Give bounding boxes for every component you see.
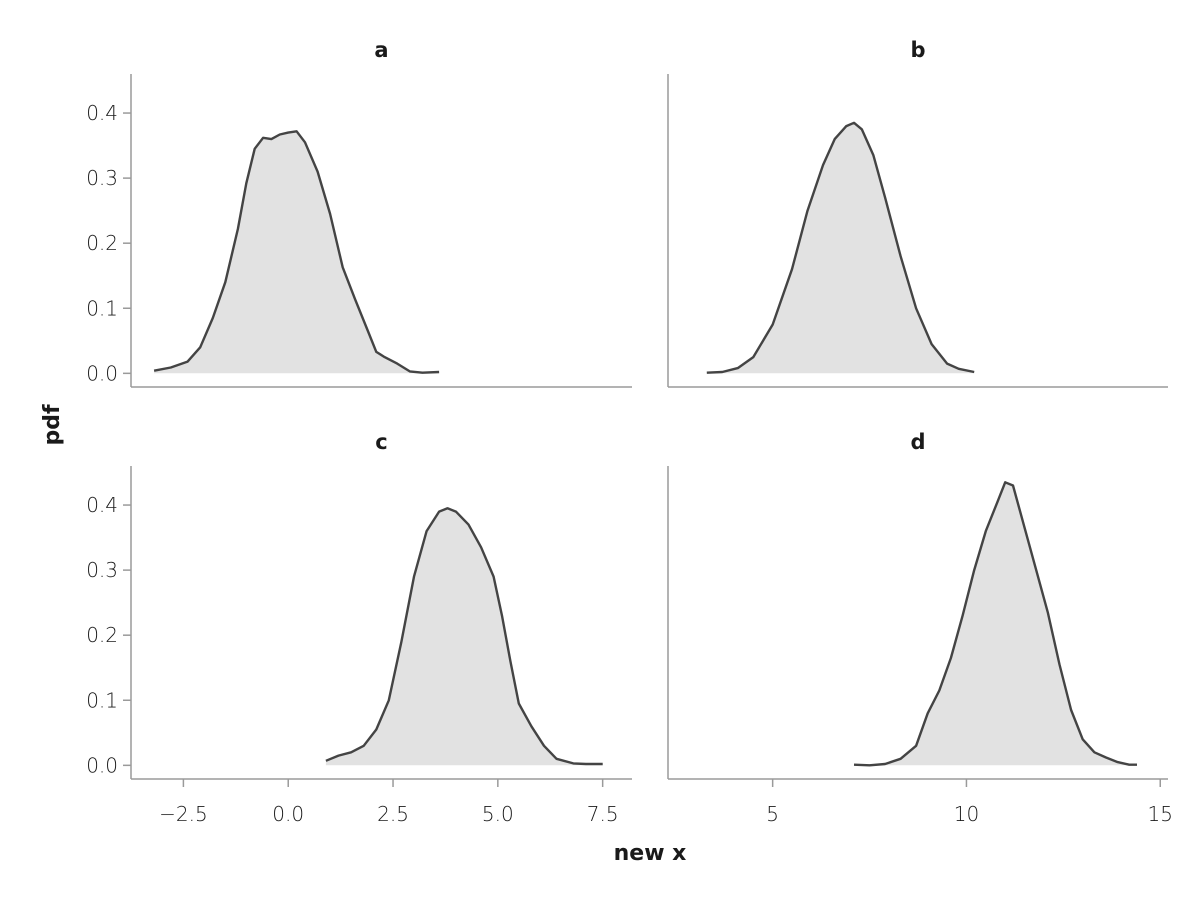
x-axis-label: new x xyxy=(614,841,687,866)
x-tick-label: 7.5 xyxy=(587,802,619,826)
y-tick-label: 0.0 xyxy=(86,753,118,777)
x-tick-label: 0.0 xyxy=(272,802,304,826)
x-tick-label: 15 xyxy=(1148,802,1173,826)
density-area xyxy=(706,122,975,374)
x-tick-label: 5.0 xyxy=(482,802,514,826)
y-tick-label: 0.3 xyxy=(86,166,118,190)
y-tick-label: 0.1 xyxy=(86,296,118,320)
panel-b: b xyxy=(667,38,1168,388)
y-tick-label: 0.1 xyxy=(86,688,118,712)
density-line xyxy=(325,507,603,766)
y-tick-label: 0.2 xyxy=(86,231,118,255)
y-tick-label: 0.4 xyxy=(86,493,118,517)
panel-title: c xyxy=(375,430,387,454)
panel-title: a xyxy=(374,38,388,62)
x-tick-label: 10 xyxy=(954,802,979,826)
density-line xyxy=(706,121,975,374)
y-tick-label: 0.4 xyxy=(86,101,118,125)
density-line xyxy=(853,481,1137,767)
y-tick-label: 0.0 xyxy=(86,361,118,385)
panel-c: c 0.0 0.1 0.2 0.3 0.4 −2.5 0.0 2.5 5.0 7.5 xyxy=(86,430,632,826)
density-line xyxy=(153,130,440,374)
density-area xyxy=(325,508,603,766)
x-tick-label: 2.5 xyxy=(377,802,409,826)
panel-a: a 0.0 0.1 0.2 0.3 0.4 xyxy=(86,38,632,388)
density-area xyxy=(854,482,1137,766)
panel-title: d xyxy=(910,430,925,454)
y-tick-label: 0.3 xyxy=(86,558,118,582)
panel-d: d 5 10 15 xyxy=(667,430,1173,826)
x-tick-label: −2.5 xyxy=(159,802,208,826)
y-axis-label: pdf xyxy=(40,404,65,445)
density-area xyxy=(154,131,440,374)
panel-title: b xyxy=(910,38,925,62)
x-tick-label: 5 xyxy=(766,802,779,826)
y-tick-label: 0.2 xyxy=(86,623,118,647)
panels: a 0.0 0.1 0.2 0.3 0.4 b c 0.0 0.1 0.2 0.3 0.4 −2.5 0.0… xyxy=(86,38,1173,826)
